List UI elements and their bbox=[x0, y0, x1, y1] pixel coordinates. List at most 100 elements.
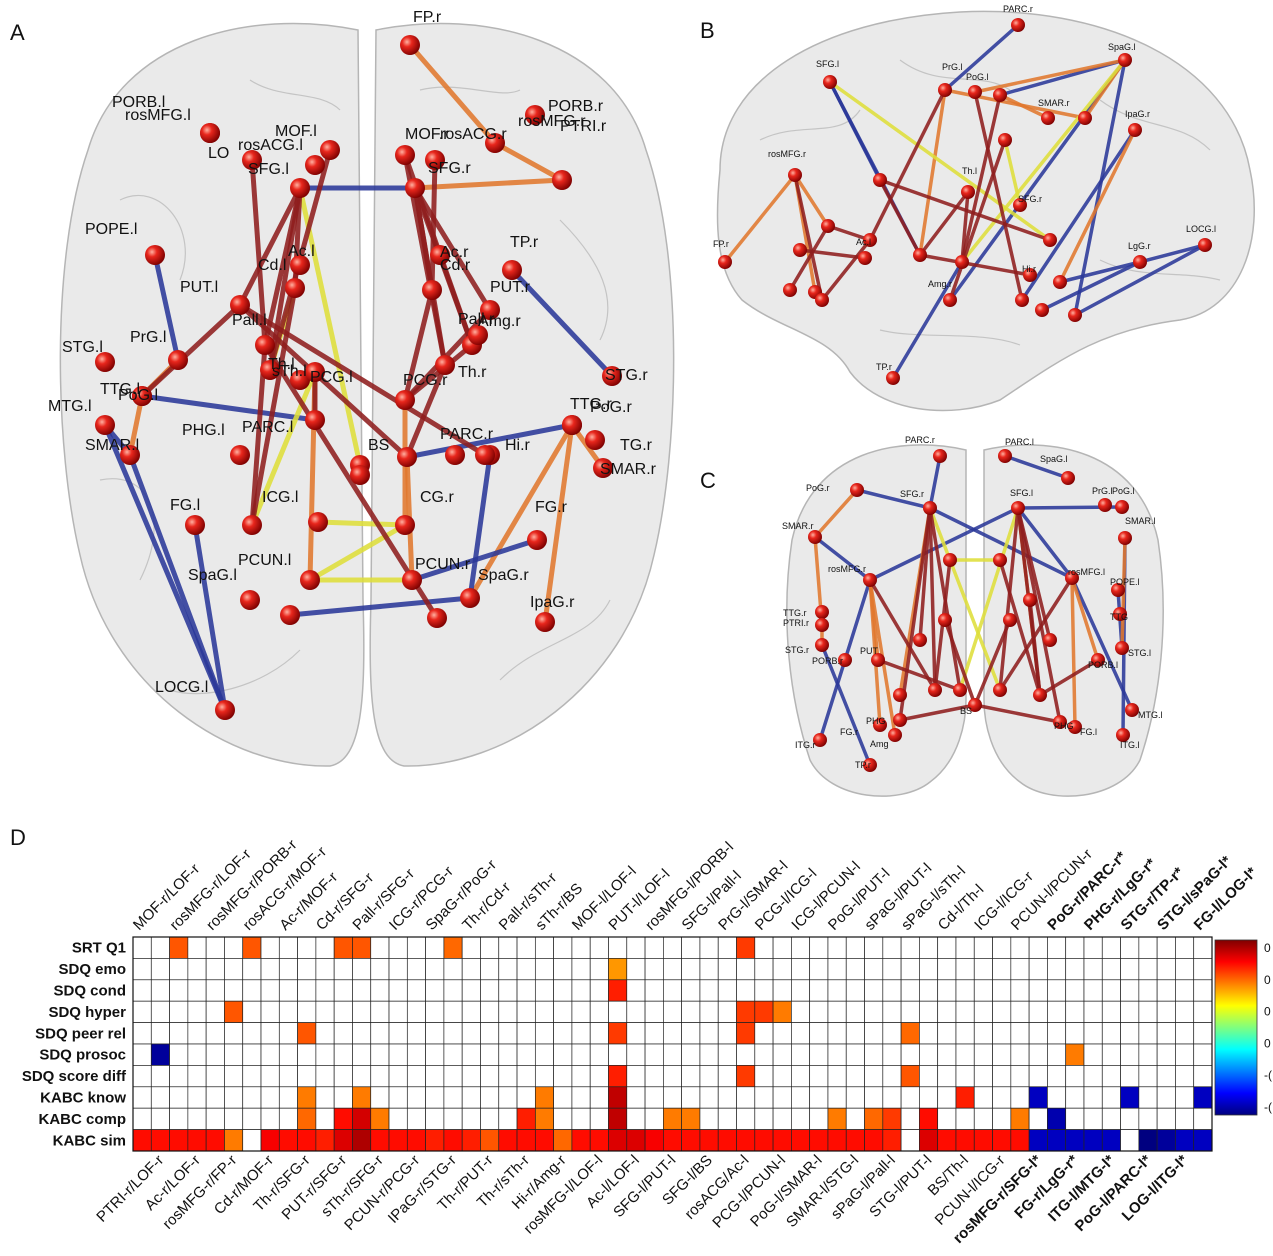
empty-cell bbox=[1139, 1108, 1157, 1129]
empty-cell bbox=[170, 1108, 188, 1129]
node bbox=[858, 251, 872, 265]
empty-cell bbox=[279, 980, 297, 1001]
node-label: Pall.l bbox=[232, 312, 267, 329]
cell bbox=[352, 1108, 370, 1129]
cell bbox=[608, 1023, 626, 1044]
empty-cell bbox=[865, 1001, 883, 1022]
cell bbox=[1102, 1130, 1120, 1151]
node bbox=[397, 447, 417, 467]
empty-cell bbox=[608, 1001, 626, 1022]
empty-cell bbox=[901, 1044, 919, 1065]
empty-cell bbox=[1139, 980, 1157, 1001]
empty-cell bbox=[188, 1087, 206, 1108]
empty-cell bbox=[499, 1001, 517, 1022]
node-label: Th.l bbox=[962, 166, 977, 176]
empty-cell bbox=[151, 1108, 169, 1129]
empty-cell bbox=[737, 1087, 755, 1108]
empty-cell bbox=[1084, 1087, 1102, 1108]
empty-cell bbox=[316, 1023, 334, 1044]
node bbox=[993, 553, 1007, 567]
empty-cell bbox=[974, 980, 992, 1001]
empty-cell bbox=[1121, 937, 1139, 958]
cell bbox=[462, 1130, 480, 1151]
empty-cell bbox=[993, 1065, 1011, 1086]
empty-cell bbox=[1139, 958, 1157, 979]
empty-cell bbox=[1102, 1023, 1120, 1044]
node-label: SMAR.r bbox=[782, 521, 814, 531]
empty-cell bbox=[1066, 958, 1084, 979]
empty-cell bbox=[590, 1044, 608, 1065]
empty-cell bbox=[993, 958, 1011, 979]
empty-cell bbox=[462, 980, 480, 1001]
node bbox=[145, 245, 165, 265]
node-label: SFG.l bbox=[1010, 488, 1033, 498]
empty-cell bbox=[993, 937, 1011, 958]
cell bbox=[828, 1108, 846, 1129]
node-label: PoG.l bbox=[118, 387, 158, 404]
empty-cell bbox=[956, 1044, 974, 1065]
empty-cell bbox=[170, 1044, 188, 1065]
empty-cell bbox=[974, 1108, 992, 1129]
empty-cell bbox=[810, 1065, 828, 1086]
cell bbox=[919, 1108, 937, 1129]
node-label: PARC.l bbox=[1005, 437, 1034, 447]
empty-cell bbox=[298, 1044, 316, 1065]
cell bbox=[224, 1001, 242, 1022]
empty-cell bbox=[938, 1001, 956, 1022]
empty-cell bbox=[993, 1044, 1011, 1065]
empty-cell bbox=[663, 937, 681, 958]
empty-cell bbox=[608, 1044, 626, 1065]
empty-cell bbox=[462, 1044, 480, 1065]
empty-cell bbox=[243, 980, 261, 1001]
empty-cell bbox=[206, 1087, 224, 1108]
node-label: PrG.l bbox=[130, 329, 166, 346]
empty-cell bbox=[791, 1108, 809, 1129]
empty-cell bbox=[1084, 1001, 1102, 1022]
empty-cell bbox=[1121, 1130, 1139, 1151]
node bbox=[913, 248, 927, 262]
node bbox=[1033, 688, 1047, 702]
empty-cell bbox=[133, 1087, 151, 1108]
empty-cell bbox=[316, 980, 334, 1001]
empty-cell bbox=[407, 1065, 425, 1086]
node bbox=[886, 371, 900, 385]
empty-cell bbox=[865, 958, 883, 979]
cell bbox=[1194, 1130, 1212, 1151]
empty-cell bbox=[1011, 1001, 1029, 1022]
node-label: BS bbox=[960, 706, 972, 716]
node-label: PTRI.r bbox=[783, 618, 809, 628]
node bbox=[562, 415, 582, 435]
empty-cell bbox=[718, 1108, 736, 1129]
empty-cell bbox=[444, 980, 462, 1001]
empty-cell bbox=[316, 1044, 334, 1065]
node bbox=[527, 530, 547, 550]
empty-cell bbox=[1084, 1023, 1102, 1044]
empty-cell bbox=[371, 1065, 389, 1086]
colorbar-label: 0 bbox=[1264, 941, 1271, 955]
empty-cell bbox=[499, 980, 517, 1001]
node bbox=[395, 390, 415, 410]
empty-cell bbox=[426, 937, 444, 958]
cell bbox=[371, 1130, 389, 1151]
cell bbox=[773, 1001, 791, 1022]
empty-cell bbox=[1175, 1087, 1193, 1108]
node-label: PoG.r bbox=[806, 483, 830, 493]
node bbox=[552, 170, 572, 190]
cell bbox=[590, 1130, 608, 1151]
empty-cell bbox=[151, 1001, 169, 1022]
empty-cell bbox=[791, 1001, 809, 1022]
cell bbox=[334, 1130, 352, 1151]
node-label: Amg.r bbox=[928, 279, 952, 289]
empty-cell bbox=[846, 1044, 864, 1065]
node bbox=[1118, 531, 1132, 545]
empty-cell bbox=[1175, 1001, 1193, 1022]
empty-cell bbox=[1011, 1087, 1029, 1108]
cell bbox=[334, 1108, 352, 1129]
empty-cell bbox=[865, 937, 883, 958]
node bbox=[821, 219, 835, 233]
empty-cell bbox=[572, 937, 590, 958]
empty-cell bbox=[1139, 1023, 1157, 1044]
empty-cell bbox=[462, 1023, 480, 1044]
empty-cell bbox=[1194, 1108, 1212, 1129]
empty-cell bbox=[334, 1044, 352, 1065]
